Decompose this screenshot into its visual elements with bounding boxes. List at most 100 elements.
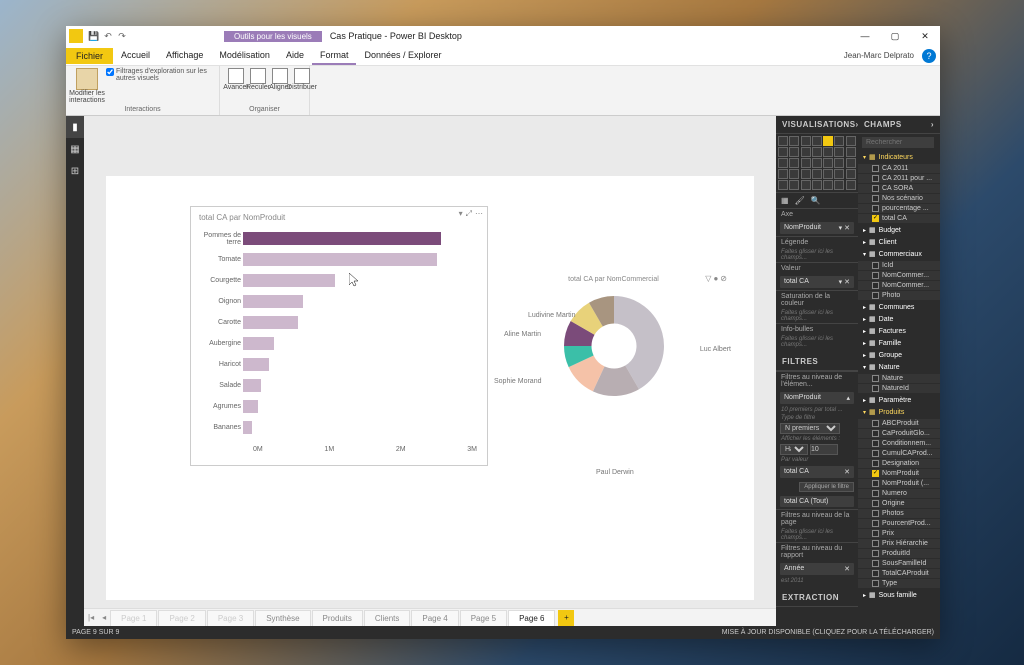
menu-item[interactable]: Accueil	[113, 47, 158, 65]
vis-type-icon[interactable]	[801, 158, 811, 168]
page-tab[interactable]: Synthèse	[255, 610, 310, 626]
field-item[interactable]: pourcentage ...	[858, 204, 940, 213]
vis-type-icon[interactable]	[778, 169, 788, 179]
table-header[interactable]: ▾▦Nature	[858, 361, 940, 373]
haut-value[interactable]	[810, 444, 838, 455]
field-item[interactable]: NomProduit	[858, 469, 940, 478]
table-header[interactable]: ▸▦Paramètre	[858, 394, 940, 406]
field-item[interactable]: Origine	[858, 499, 940, 508]
vis-type-icon[interactable]	[834, 180, 844, 190]
vis-type-icon[interactable]	[801, 147, 811, 157]
vis-type-icon[interactable]	[823, 136, 833, 146]
table-header[interactable]: ▸▦Factures	[858, 325, 940, 337]
vis-type-icon[interactable]	[834, 169, 844, 179]
user-label[interactable]: Jean-Marc Delprato	[844, 51, 918, 60]
appliquer-button[interactable]: Appliquer le filtre	[799, 482, 854, 492]
bar-chart-visual[interactable]: ▾⤢⋯ total CA par NomProduit Pommes de te…	[190, 206, 488, 466]
table-header[interactable]: ▸▦Client	[858, 236, 940, 248]
update-available[interactable]: MISE À JOUR DISPONIBLE (CLIQUEZ POUR LA …	[722, 629, 934, 636]
field-item[interactable]: CA 2011	[858, 164, 940, 173]
analytics-tab-icon[interactable]: 🔍	[811, 196, 821, 205]
field-item[interactable]: CA 2011 pour ...	[858, 174, 940, 183]
vis-type-icon[interactable]	[789, 158, 799, 168]
par-valeur-field[interactable]: total CA✕	[780, 466, 854, 478]
menu-item[interactable]: Données / Explorer	[356, 47, 449, 65]
bar-row[interactable]: Courgette	[243, 270, 477, 291]
vis-type-icon[interactable]	[846, 169, 856, 179]
filter-exploration-checkbox[interactable]: Filtrages d'exploration sur les autres v…	[106, 68, 213, 104]
field-item[interactable]: Numero	[858, 489, 940, 498]
infobulles-hint[interactable]: Faites glisser ici les champs...	[776, 335, 858, 349]
vis-type-icon[interactable]	[823, 180, 833, 190]
close-icon[interactable]: ✕	[910, 26, 940, 46]
vis-type-icon[interactable]	[834, 158, 844, 168]
vis-type-icon[interactable]	[789, 136, 799, 146]
field-item[interactable]: Nos scénario	[858, 194, 940, 203]
viz-more-icon[interactable]: ⋯	[475, 209, 483, 219]
vis-type-icon[interactable]	[846, 136, 856, 146]
vis-type-icon[interactable]	[801, 180, 811, 190]
viz-filter-icon[interactable]: ▾	[459, 209, 463, 219]
table-header[interactable]: ▾▦Commerciaux	[858, 248, 940, 260]
field-item[interactable]: CumulCAProd...	[858, 449, 940, 458]
page-tab[interactable]: Page 4	[411, 610, 458, 626]
field-item[interactable]: NatureId	[858, 384, 940, 393]
table-header[interactable]: ▸▦Budget	[858, 224, 940, 236]
total-ca-filter[interactable]: total CA (Tout)	[780, 496, 854, 507]
format-tab-icon[interactable]: 🖌	[795, 196, 805, 205]
field-item[interactable]: Prix	[858, 529, 940, 538]
table-header[interactable]: ▾▦Indicateurs	[858, 151, 940, 163]
field-item[interactable]: Designation	[858, 459, 940, 468]
menu-item[interactable]: Aide	[278, 47, 312, 65]
field-item[interactable]: Prix Hiérarchie	[858, 539, 940, 548]
tab-nav-first[interactable]: |◂	[84, 613, 98, 622]
valeur-field-well[interactable]: total CA▾ ✕	[780, 276, 854, 288]
menu-item[interactable]: Affichage	[158, 47, 211, 65]
field-item[interactable]: IcId	[858, 261, 940, 270]
field-item[interactable]: CA SORA	[858, 184, 940, 193]
model-view-icon[interactable]: ⊞	[66, 160, 84, 182]
fields-tab-icon[interactable]: ▦	[781, 196, 789, 205]
maximize-icon[interactable]: ▢	[880, 26, 910, 46]
table-header[interactable]: ▸▦Date	[858, 313, 940, 325]
tab-nav-prev[interactable]: ◂	[98, 613, 110, 622]
bar-row[interactable]: Agrumes	[243, 396, 477, 417]
field-item[interactable]: Photos	[858, 509, 940, 518]
vis-type-icon[interactable]	[801, 136, 811, 146]
bar-row[interactable]: Aubergine	[243, 333, 477, 354]
pie-chart-visual[interactable]: ▽ ● ⊘ total CA par NomCommercial Luc Alb…	[496, 276, 731, 476]
vis-type-icon[interactable]	[789, 180, 799, 190]
vis-type-icon[interactable]	[789, 147, 799, 157]
field-item[interactable]: NomProduit (...	[858, 479, 940, 488]
axe-field-well[interactable]: NomProduit▾ ✕	[780, 222, 854, 234]
vis-type-icon[interactable]	[778, 136, 788, 146]
filtres-page-hint[interactable]: Faites glisser ici les champs...	[776, 528, 858, 542]
vis-type-icon[interactable]	[823, 147, 833, 157]
vis-type-icon[interactable]	[823, 169, 833, 179]
bar-row[interactable]: Haricot	[243, 354, 477, 375]
vis-type-icon[interactable]	[823, 158, 833, 168]
annee-filter[interactable]: Année✕	[780, 563, 854, 575]
vis-type-icon[interactable]	[812, 158, 822, 168]
bar-row[interactable]: Bananes	[243, 417, 477, 438]
bar-row[interactable]: Pommes de terre	[243, 228, 477, 249]
page-tab[interactable]: Page 5	[460, 610, 507, 626]
viz-focus-icon[interactable]: ⤢	[466, 209, 472, 219]
field-item[interactable]: Photo	[858, 291, 940, 300]
vis-type-icon[interactable]	[812, 147, 822, 157]
field-item[interactable]: PourcentProd...	[858, 519, 940, 528]
minimize-icon[interactable]: —	[850, 26, 880, 46]
page-tab[interactable]: Page 1	[110, 610, 157, 626]
redo-icon[interactable]: ↷	[116, 30, 128, 42]
save-icon[interactable]: 💾	[88, 30, 100, 42]
field-item[interactable]: Type	[858, 579, 940, 588]
field-item[interactable]: TotalCAProduit	[858, 569, 940, 578]
vis-type-icon[interactable]	[846, 180, 856, 190]
vis-type-icon[interactable]	[812, 180, 822, 190]
vis-type-icon[interactable]	[812, 136, 822, 146]
table-header[interactable]: ▸▦Groupe	[858, 349, 940, 361]
field-item[interactable]: ProduitId	[858, 549, 940, 558]
page-tab[interactable]: Produits	[312, 610, 363, 626]
haut-select[interactable]: Haut	[780, 444, 808, 455]
data-view-icon[interactable]: ▦	[66, 138, 84, 160]
